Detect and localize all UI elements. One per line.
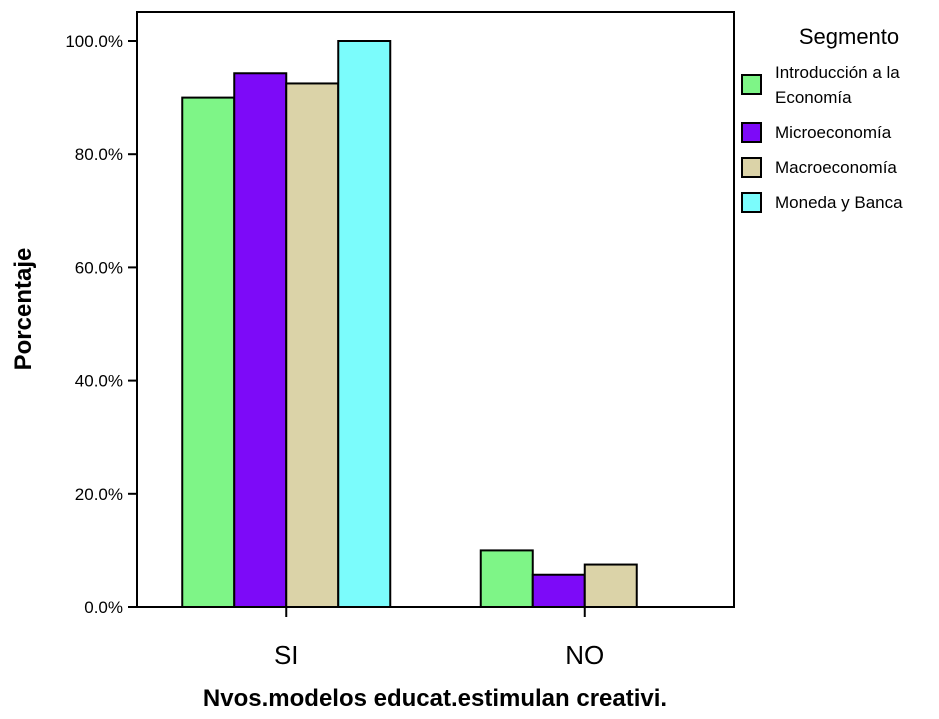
legend-swatch [741, 157, 762, 178]
bars-group [181, 40, 638, 609]
y-tick-label: 40.0% [75, 372, 123, 391]
x-category-label: NO [565, 640, 604, 670]
y-tick-label: 80.0% [75, 145, 123, 164]
y-tick-label: 20.0% [75, 485, 123, 504]
legend-swatch [741, 74, 762, 95]
bar [531, 573, 586, 608]
bar [233, 72, 288, 608]
plot-frame [136, 11, 735, 608]
bar [479, 549, 534, 609]
legend-swatch [741, 192, 762, 213]
bar [285, 82, 340, 608]
x-axis: SI NO [274, 607, 604, 670]
legend-label: Macroeconomía [775, 158, 897, 177]
legend-label: Introducción a la Economía [775, 63, 900, 107]
x-axis-title: Nvos.modelos educat.estimulan creativi. [203, 685, 667, 712]
y-tick-label: 100.0% [65, 32, 123, 51]
legend-title: Segmento [799, 24, 899, 49]
x-category-label: SI [274, 640, 299, 670]
y-axis: 0.0% 20.0% 40.0% 60.0% 80.0% 100.0% [65, 32, 137, 617]
bar [337, 40, 392, 608]
y-axis-title: Porcentaje [10, 248, 37, 371]
bar [583, 563, 638, 608]
y-tick-label: 0.0% [84, 598, 123, 617]
legend: Segmento Introducción a la Economía Microe… [741, 24, 903, 213]
legend-swatch [741, 122, 762, 143]
legend-label: Microeconomía [775, 123, 892, 142]
y-tick-label: 60.0% [75, 258, 123, 277]
bar [181, 96, 236, 608]
legend-label: Moneda y Banca [775, 193, 903, 212]
